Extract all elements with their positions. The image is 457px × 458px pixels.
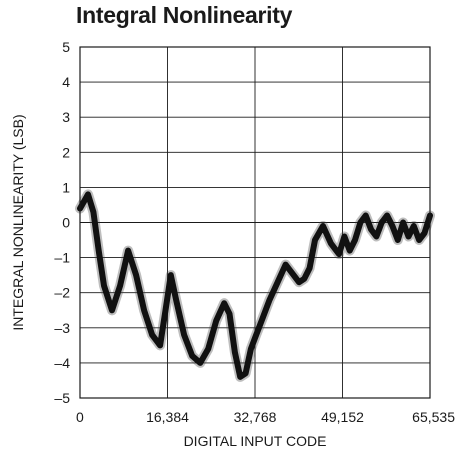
y-tick-label: –5 [54,390,70,406]
plot-frame [79,46,431,399]
ink-series [75,189,435,382]
x-tick-label: 32,768 [234,409,277,425]
y-tick-label: –3 [54,320,70,336]
y-tick-label: 4 [62,74,70,90]
y-tick-label: 3 [62,109,70,125]
y-tick-label: 0 [62,215,70,231]
x-axis-label: DIGITAL INPUT CODE [184,433,327,449]
y-tick-label: 1 [62,179,70,195]
y-axis-label: INTEGRAL NONLINEARITY (LSB) [10,114,26,330]
x-axis-ticks: 0 16,384 32,768 49,152 65,535 [76,409,455,425]
y-tick-label: 5 [62,39,70,55]
y-axis-ticks: 5 4 3 2 1 0 –1 –2 –3 –4 –5 [54,39,70,406]
y-tick-label: –1 [54,250,70,266]
x-tick-label: 65,535 [412,409,455,425]
ink-series-line [77,191,433,380]
y-tick-label: –2 [54,285,70,301]
x-tick-label: 0 [76,409,84,425]
y-tick-label: –4 [54,355,70,371]
y-tick-label: 2 [62,144,70,160]
chart-title: Integral Nonlinearity [76,2,293,28]
x-tick-label: 49,152 [321,409,364,425]
x-tick-label: 16,384 [146,409,189,425]
